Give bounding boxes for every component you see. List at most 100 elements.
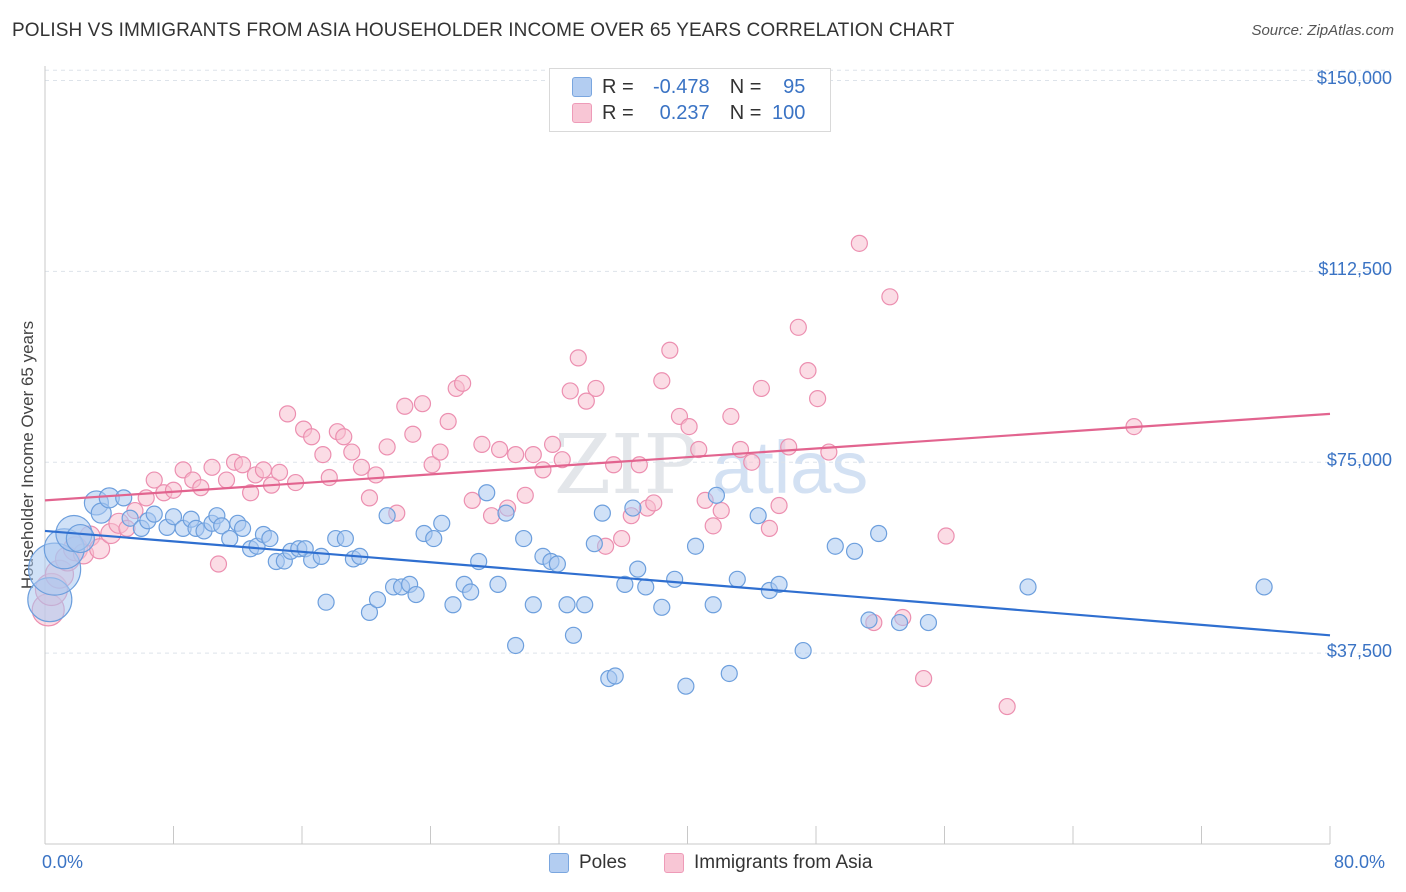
poles-point	[616, 575, 634, 593]
poles-point	[629, 560, 647, 578]
poles-point	[433, 514, 451, 532]
asia-point	[314, 445, 332, 464]
asia-point	[209, 555, 228, 573]
asia-point	[396, 397, 414, 415]
asia-point	[653, 372, 671, 390]
poles-point	[919, 613, 938, 632]
poles-point	[576, 596, 594, 614]
poles-point	[720, 664, 738, 683]
poles-point	[425, 529, 443, 548]
poles-point	[378, 507, 396, 525]
correlation-legend: R = -0.478 N = 95 R = 0.237 N = 100	[549, 68, 831, 132]
asia-point	[690, 440, 708, 459]
poles-trend-line	[44, 529, 1331, 637]
legend-n-label: N =	[729, 75, 762, 98]
legend-r-label: R =	[602, 75, 634, 98]
asia-point	[553, 451, 571, 469]
legend-row-asia: R = 0.237 N = 100	[572, 100, 805, 126]
poles-point	[624, 499, 642, 517]
legend-n-label: N =	[729, 101, 762, 124]
asia-point	[561, 382, 579, 400]
asia-swatch	[664, 853, 684, 873]
poles-point	[558, 596, 576, 614]
poles-point	[845, 542, 864, 560]
asia-point	[278, 405, 297, 423]
asia-point	[587, 379, 605, 398]
poles-point	[121, 509, 139, 527]
chart-title: POLISH VS IMMIGRANTS FROM ASIA HOUSEHOLD…	[12, 20, 955, 41]
asia-point	[203, 458, 221, 476]
poles-point	[444, 596, 462, 614]
poles-point	[770, 575, 788, 593]
asia-point	[463, 491, 481, 510]
bottom-legend-poles: Poles	[549, 852, 627, 874]
asia-point	[760, 519, 779, 538]
poles-point	[336, 529, 354, 548]
asia-point	[543, 435, 562, 454]
asia-point	[254, 461, 273, 479]
asia-point	[320, 468, 338, 487]
poles-point	[826, 537, 844, 555]
legend-n-value: 100	[772, 101, 806, 124]
y-tick-label: $37,500	[1326, 641, 1392, 662]
poles-point	[462, 583, 480, 601]
asia-point	[233, 456, 252, 474]
poles-point	[261, 529, 279, 548]
asia-point	[303, 428, 321, 446]
asia-point	[242, 484, 260, 502]
poles-point	[360, 603, 379, 621]
asia-point	[645, 494, 663, 512]
asia-point	[712, 501, 730, 520]
poles-point	[593, 504, 611, 522]
asia-point	[743, 453, 761, 471]
asia-point	[809, 389, 827, 408]
y-tick-label: $75,000	[1326, 450, 1392, 471]
poles-point	[677, 677, 695, 695]
poles-swatch	[549, 853, 569, 873]
asia-swatch	[572, 103, 592, 123]
asia-point	[680, 417, 698, 436]
asia-point	[915, 669, 933, 688]
asia-point	[454, 374, 472, 392]
poles-point	[489, 575, 507, 593]
watermark-atlas: atlas	[712, 426, 868, 509]
asia-point	[722, 407, 740, 426]
poles-point	[1255, 578, 1273, 596]
asia-point	[490, 440, 509, 459]
poles-point	[585, 535, 603, 553]
poles-point	[1019, 578, 1037, 596]
asia-point	[335, 428, 353, 446]
poles-point	[368, 591, 387, 609]
poles-point	[870, 524, 888, 543]
poles-point	[317, 593, 335, 611]
poles-point	[145, 505, 163, 523]
poles-point	[497, 504, 515, 522]
asia-point	[217, 471, 236, 489]
asia-point	[752, 379, 770, 398]
asia-point	[799, 362, 817, 380]
poles-point	[312, 547, 330, 565]
poles-point	[115, 489, 133, 507]
asia-point	[516, 486, 534, 504]
asia-point	[704, 517, 722, 535]
poles-point	[564, 626, 583, 644]
asia-point	[360, 489, 379, 507]
asia-point	[881, 288, 899, 306]
asia-point	[507, 445, 525, 464]
legend-row-poles: R = -0.478 N = 95	[572, 74, 805, 100]
asia-point	[661, 341, 679, 359]
poles-swatch	[572, 77, 592, 97]
poles-point	[548, 555, 566, 573]
asia-point	[780, 438, 798, 456]
asia-point	[569, 349, 587, 367]
poles-point	[666, 570, 684, 588]
poles-point	[65, 523, 95, 554]
poles-point	[749, 507, 767, 525]
poles-point	[728, 570, 746, 588]
poles-point	[164, 508, 183, 526]
asia-point	[577, 392, 595, 410]
asia-point	[343, 443, 361, 461]
poles-point	[606, 667, 624, 685]
y-tick-label: $112,500	[1318, 259, 1392, 280]
